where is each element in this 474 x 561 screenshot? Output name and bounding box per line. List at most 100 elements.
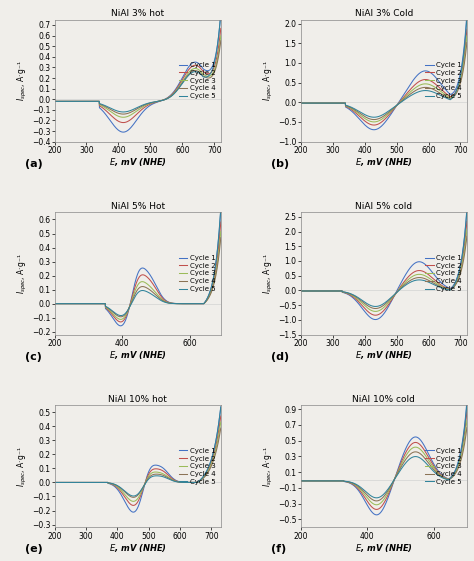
Cycle 4	[464, 39, 470, 46]
Cycle 2	[218, 25, 224, 31]
Cycle 3	[298, 477, 303, 484]
Cycle 1	[374, 512, 379, 518]
Cycle 3	[298, 288, 303, 295]
Cycle 1	[195, 300, 201, 307]
Cycle 3	[404, 92, 410, 99]
Text: (b): (b)	[271, 159, 289, 169]
Cycle 4	[308, 477, 314, 484]
Cycle 2	[148, 100, 154, 107]
Cycle 5	[464, 402, 470, 408]
Cycle 5	[399, 465, 405, 472]
Cycle 1	[394, 101, 400, 108]
Cycle 4	[218, 425, 224, 431]
Cycle 4	[62, 300, 68, 307]
Title: NiAl 5% Hot: NiAl 5% Hot	[110, 202, 164, 211]
Cycle 3	[308, 477, 314, 484]
Cycle 5	[441, 475, 447, 482]
Cycle 4	[308, 100, 314, 107]
Cycle 3	[195, 479, 201, 485]
Cycle 2	[178, 300, 184, 307]
Cycle 4	[424, 276, 430, 283]
Cycle 2	[404, 447, 410, 454]
Cycle 3	[52, 98, 57, 105]
Cycle 3	[52, 479, 57, 486]
Cycle 1	[178, 300, 184, 307]
Cycle 5	[394, 102, 400, 108]
Cycle 1	[424, 68, 430, 75]
Line: Cycle 2: Cycle 2	[301, 412, 467, 509]
Cycle 3	[153, 99, 158, 105]
Cycle 4	[218, 234, 224, 241]
Cycle 1	[178, 479, 184, 485]
Cycle 5	[52, 479, 57, 486]
Cycle 5	[424, 87, 430, 94]
Cycle 1	[373, 316, 378, 323]
Title: NiAl 5% cold: NiAl 5% cold	[355, 202, 412, 211]
Y-axis label: $I_{spec}$, A·g⁻¹: $I_{spec}$, A·g⁻¹	[262, 446, 275, 487]
Cycle 4	[441, 285, 447, 292]
Cycle 1	[218, 10, 224, 17]
Cycle 1	[464, 398, 470, 405]
Cycle 4	[148, 99, 154, 106]
Y-axis label: $I_{spec}$, A·g⁻¹: $I_{spec}$, A·g⁻¹	[16, 446, 29, 487]
Cycle 1	[298, 100, 303, 107]
Line: Cycle 1: Cycle 1	[55, 209, 221, 326]
Cycle 5	[153, 293, 158, 300]
Cycle 3	[374, 502, 379, 508]
Cycle 3	[62, 300, 68, 307]
Cycle 4	[404, 454, 410, 461]
Cycle 4	[441, 475, 447, 481]
Cycle 1	[158, 98, 164, 104]
Cycle 1	[218, 403, 224, 410]
Cycle 5	[195, 69, 201, 76]
Cycle 4	[195, 300, 201, 307]
Legend: Cycle 1, Cycle 2, Cycle 3, Cycle 4, Cycle 5: Cycle 1, Cycle 2, Cycle 3, Cycle 4, Cycl…	[422, 59, 465, 102]
Title: NiAl 10% cold: NiAl 10% cold	[352, 395, 415, 404]
Cycle 3	[148, 284, 154, 291]
Cycle 4	[371, 116, 377, 123]
Cycle 3	[308, 100, 314, 107]
Cycle 5	[218, 204, 224, 211]
Cycle 4	[308, 288, 314, 295]
Cycle 4	[298, 100, 303, 107]
Cycle 4	[374, 498, 379, 504]
Cycle 5	[118, 312, 124, 319]
Cycle 2	[424, 76, 430, 83]
Cycle 2	[148, 278, 154, 285]
Cycle 4	[178, 479, 184, 486]
Title: NiAl 10% hot: NiAl 10% hot	[108, 395, 167, 404]
Cycle 4	[404, 279, 410, 286]
Cycle 5	[298, 288, 303, 295]
Cycle 2	[218, 412, 224, 419]
Y-axis label: $I_{spec}$, A·g⁻¹: $I_{spec}$, A·g⁻¹	[16, 253, 29, 294]
Cycle 1	[308, 477, 314, 484]
Cycle 1	[404, 269, 410, 276]
Cycle 2	[298, 288, 303, 295]
Cycle 3	[158, 98, 164, 104]
Cycle 2	[399, 458, 405, 465]
Cycle 4	[153, 471, 158, 477]
Cycle 3	[441, 284, 447, 291]
Cycle 1	[153, 282, 158, 288]
Cycle 4	[399, 284, 405, 291]
Cycle 4	[399, 462, 405, 469]
Cycle 2	[153, 99, 158, 105]
Cycle 5	[404, 458, 410, 465]
Cycle 1	[308, 100, 314, 107]
Cycle 2	[464, 408, 470, 415]
Cycle 4	[52, 479, 57, 486]
Cycle 2	[308, 100, 314, 107]
Cycle 2	[441, 89, 447, 95]
Cycle 5	[62, 98, 68, 105]
Line: Cycle 1: Cycle 1	[55, 13, 221, 132]
Cycle 1	[399, 94, 405, 101]
Line: Cycle 5: Cycle 5	[301, 405, 467, 498]
Cycle 4	[153, 291, 158, 298]
Cycle 2	[62, 98, 68, 105]
X-axis label: $E$, mV (NHE): $E$, mV (NHE)	[109, 542, 166, 554]
Cycle 4	[441, 92, 447, 99]
Cycle 2	[394, 468, 400, 475]
Cycle 3	[62, 479, 68, 486]
Legend: Cycle 1, Cycle 2, Cycle 3, Cycle 4, Cycle 5: Cycle 1, Cycle 2, Cycle 3, Cycle 4, Cycl…	[422, 252, 465, 295]
Cycle 4	[158, 98, 164, 104]
